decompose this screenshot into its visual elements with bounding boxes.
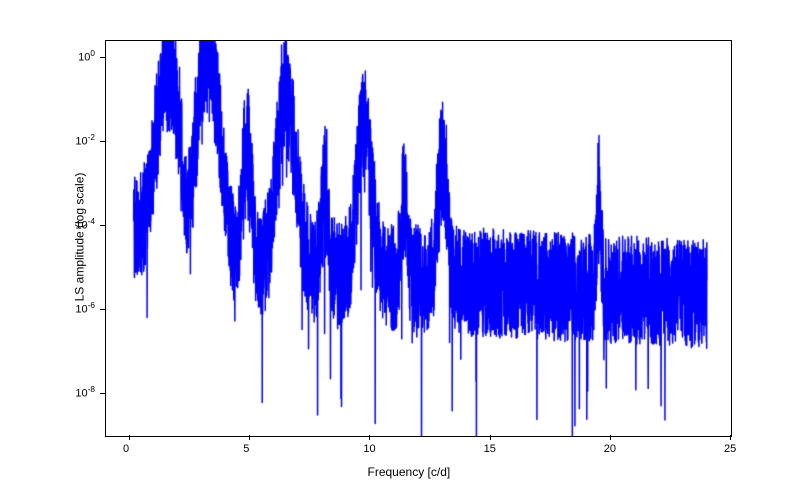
x-tick bbox=[129, 435, 130, 440]
y-tick-label: 10-2 bbox=[75, 133, 95, 148]
periodogram-canvas bbox=[106, 41, 731, 436]
x-tick-label: 10 bbox=[363, 443, 375, 455]
x-tick-label: 25 bbox=[724, 443, 736, 455]
x-tick-label: 20 bbox=[604, 443, 616, 455]
x-tick bbox=[490, 435, 491, 440]
x-tick-label: 5 bbox=[243, 443, 249, 455]
x-tick-label: 0 bbox=[123, 443, 129, 455]
x-tick bbox=[369, 435, 370, 440]
y-tick-label: 10-6 bbox=[75, 301, 95, 316]
y-axis-label: LS amplitude (log scale) bbox=[72, 172, 86, 301]
y-tick bbox=[100, 393, 105, 394]
figure: 0510152025 10-810-610-410-2100 Frequency… bbox=[0, 0, 800, 500]
y-tick bbox=[100, 57, 105, 58]
x-tick bbox=[610, 435, 611, 440]
y-tick bbox=[100, 141, 105, 142]
x-axis-label: Frequency [c/d] bbox=[368, 465, 451, 479]
x-tick-label: 15 bbox=[484, 443, 496, 455]
y-tick-label: 100 bbox=[78, 49, 95, 64]
x-tick bbox=[730, 435, 731, 440]
y-tick-label: 10-8 bbox=[75, 385, 95, 400]
y-tick bbox=[100, 225, 105, 226]
plot-area bbox=[105, 40, 732, 437]
y-tick bbox=[100, 309, 105, 310]
x-tick bbox=[249, 435, 250, 440]
